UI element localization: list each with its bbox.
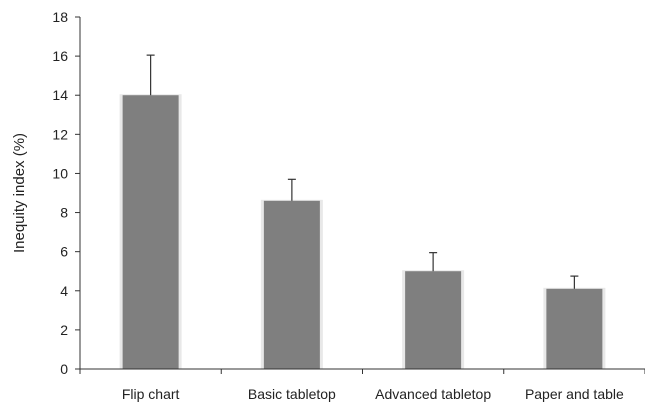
bar	[405, 271, 462, 369]
x-tick-label: Basic tabletop	[248, 386, 336, 402]
y-tick-label: 6	[60, 244, 68, 260]
y-tick-label: 4	[60, 283, 68, 299]
y-axis-title: Inequity index (%)	[11, 133, 28, 253]
y-tick-label: 2	[60, 322, 68, 338]
x-axis-labels: Flip chart Basic tabletop Advanced tableto…	[122, 386, 624, 402]
x-tick-label: Flip chart	[122, 386, 180, 402]
y-tick-label: 8	[60, 205, 68, 221]
error-bars	[146, 54, 579, 289]
bars	[119, 94, 606, 369]
y-tick-label: 10	[52, 165, 68, 181]
y-tick-label: 0	[60, 361, 68, 377]
y-tick-label: 16	[52, 48, 68, 64]
y-axis-ticks: 0 2 4 6 8 10 12 14 16 18	[52, 9, 645, 377]
bar	[122, 95, 179, 369]
y-tick-label: 18	[52, 9, 68, 25]
bar	[263, 200, 320, 369]
y-tick-label: 14	[52, 87, 68, 103]
x-tick-label: Advanced tabletop	[375, 386, 491, 402]
x-tick-label: Paper and table	[525, 386, 624, 402]
y-tick-label: 12	[52, 126, 68, 142]
bar	[546, 288, 603, 369]
